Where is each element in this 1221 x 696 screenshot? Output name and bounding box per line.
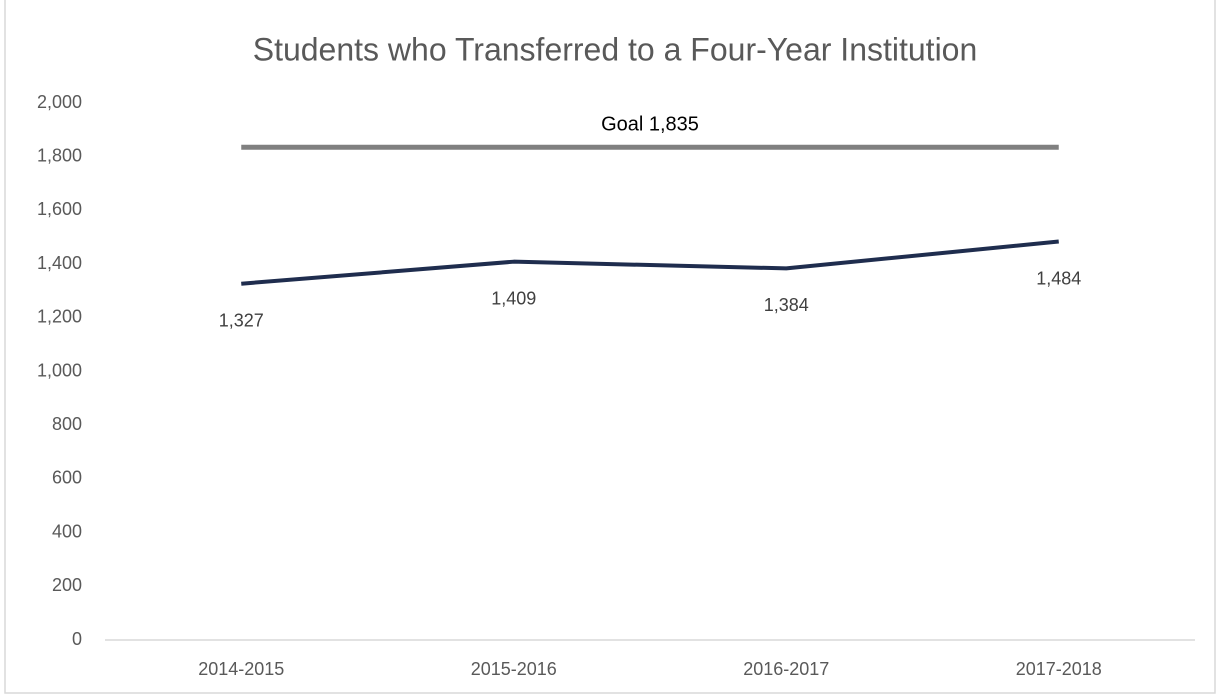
data-label: 1,327 [219, 310, 264, 330]
y-tick-label: 400 [52, 521, 82, 541]
data-label: 1,384 [764, 295, 809, 315]
x-tick-label: 2014-2015 [198, 659, 284, 679]
y-tick-label: 1,800 [37, 145, 82, 165]
y-tick-label: 1,200 [37, 307, 82, 327]
chart-frame [4, 0, 1216, 694]
chart-title: Students who Transferred to a Four-Year … [253, 31, 978, 67]
y-tick-label: 1,400 [37, 253, 82, 273]
x-tick-label: 2015-2016 [471, 659, 557, 679]
y-tick-label: 600 [52, 468, 82, 488]
y-tick-label: 0 [72, 629, 82, 649]
annotation: Goal 1,835 [601, 114, 699, 136]
y-tick-label: 200 [52, 575, 82, 595]
x-tick-label: 2016-2017 [743, 659, 829, 679]
y-tick-label: 2,000 [37, 92, 82, 112]
y-tick-label: 800 [52, 414, 82, 434]
data-label: 1,409 [491, 288, 536, 308]
series-line [241, 239, 1059, 286]
y-tick-label: 1,000 [37, 360, 82, 380]
x-tick-label: 2017-2018 [1016, 659, 1102, 679]
data-label: 1,484 [1036, 268, 1081, 288]
y-tick-label: 1,600 [37, 199, 82, 219]
